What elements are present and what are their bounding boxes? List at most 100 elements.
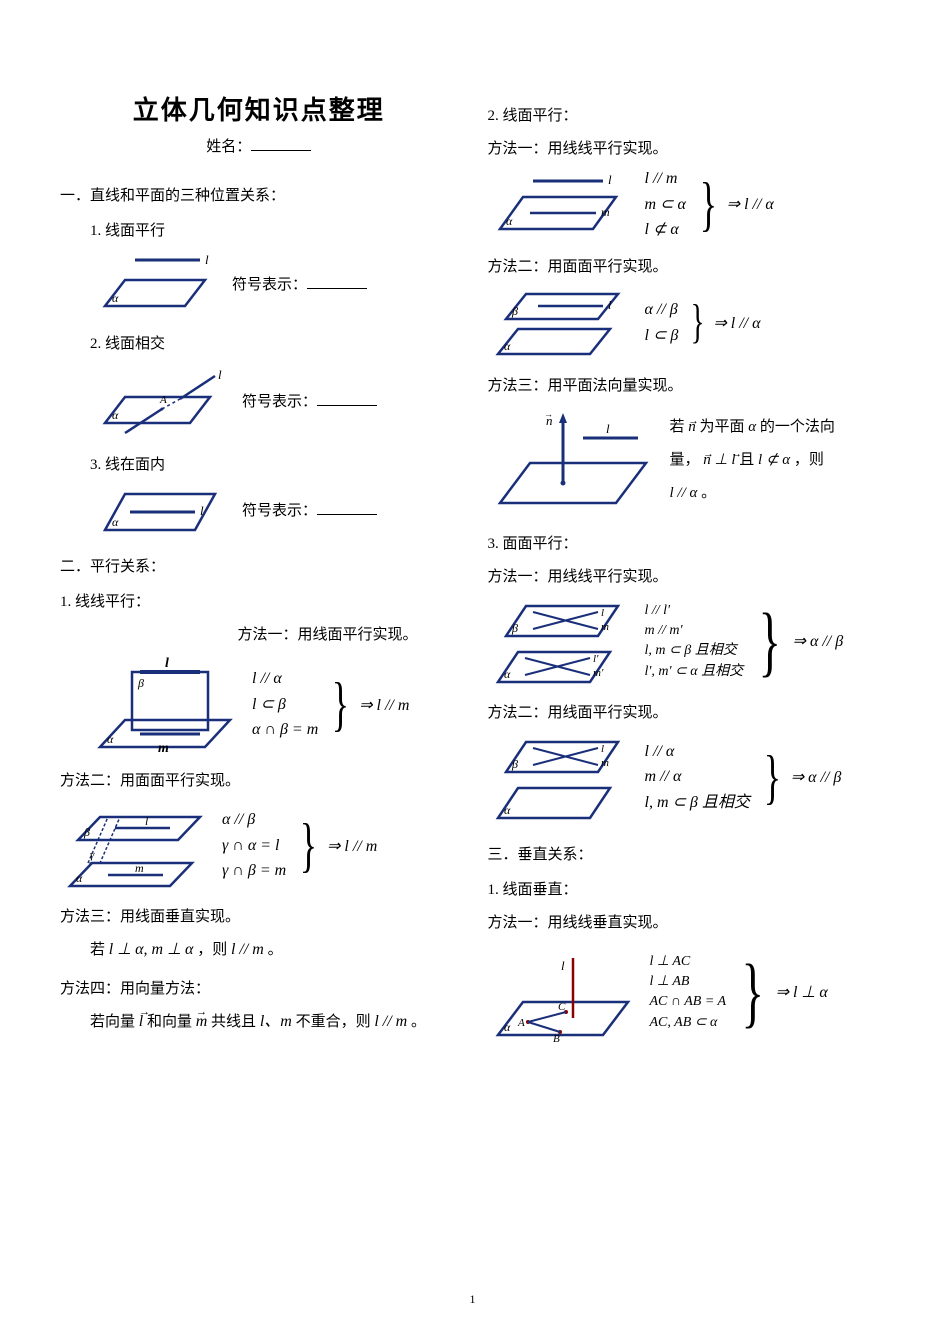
label-l: l bbox=[205, 252, 209, 267]
sub-2-2: 2. 线面平行： bbox=[488, 104, 886, 125]
result-rm2: ⇒ l // α bbox=[713, 313, 760, 333]
lbl-alpha-211: α bbox=[107, 732, 114, 746]
diagram-p3m1: β l m α l' m' bbox=[488, 594, 633, 689]
formula-p3m1: l // l' m // m' l, m ⊂ β 且相交 l', m' ⊂ α … bbox=[645, 601, 844, 682]
m4-mid2: 共线且 bbox=[211, 1014, 256, 1030]
fv1m1-0: l ⊥ AC bbox=[650, 952, 727, 972]
fp3m2-0: l // α bbox=[645, 739, 750, 765]
v1m1-row: α l A B C l ⊥ AC l ⊥ AB AC ∩ bbox=[488, 940, 886, 1045]
method-2-1-2-row: α β γ l m α // β γ ∩ α = l γ ∩ β = m bbox=[60, 798, 458, 893]
sub-3-1: 1. 线面垂直： bbox=[488, 878, 886, 899]
lbl-beta-212: β bbox=[83, 825, 90, 839]
name-label-text: 姓名： bbox=[206, 139, 251, 155]
lbl-alpha-212: α bbox=[76, 871, 83, 885]
lbl-B-v1m1: B bbox=[553, 1033, 560, 1045]
rm3-l3: l // α bbox=[670, 485, 698, 501]
label-alpha-2: α bbox=[112, 408, 119, 422]
two-column-layout: 立体几何知识点整理 姓名： 一．直线和平面的三种位置关系： 1. 线面平行 l … bbox=[60, 90, 885, 1053]
lbl-beta-p3m1: β bbox=[511, 621, 518, 635]
result-p3m1: ⇒ α // β bbox=[793, 631, 844, 651]
label-l-3: l bbox=[200, 503, 204, 518]
r-m2-row: β l α α // β l ⊂ β } ⇒ l // α bbox=[488, 284, 886, 362]
method-2-1-2-label: 方法二：用面面平行实现。 bbox=[60, 769, 458, 790]
frm2-1: l ⊂ β bbox=[645, 323, 679, 349]
method-2-1-3-text: 若 l ⊥ α, m ⊥ α ，则 l // m 。 bbox=[90, 936, 458, 965]
symbol-text-1: 符号表示： bbox=[232, 277, 307, 293]
flines-rm2: α // β l ⊂ β bbox=[645, 297, 679, 348]
method-2-1-4-text: 若向量 l 和向量 m 共线且 l、m 不重合，则 l // m 。 bbox=[90, 1008, 458, 1037]
v1m1-label: 方法一：用线线垂直实现。 bbox=[488, 911, 886, 932]
result-rm1: ⇒ l // α bbox=[727, 194, 774, 214]
lbl-A-v1m1: A bbox=[517, 1017, 525, 1029]
lbl-l-p3m2: l bbox=[601, 743, 604, 755]
f211-2: α ∩ β = m bbox=[252, 717, 318, 743]
lbl-l-rm3: l bbox=[606, 421, 610, 436]
formula-v1m1: l ⊥ AC l ⊥ AB AC ∩ AB = A AC, AB ⊂ α } ⇒… bbox=[650, 952, 828, 1033]
diagram-p3m2: β l m α bbox=[488, 730, 633, 825]
lbl-alpha-v1m1: α bbox=[504, 1020, 511, 1034]
diagram-row-1-3: α l 符号表示： bbox=[90, 482, 458, 537]
right-column: 2. 线面平行： 方法一：用线线平行实现。 l α m l // m m ⊂ α… bbox=[488, 90, 886, 1053]
fv1m1-2: AC ∩ AB = A bbox=[650, 992, 727, 1012]
fv1m1-1: l ⊥ AB bbox=[650, 972, 727, 992]
m4-l: l bbox=[139, 1013, 143, 1030]
m4-pre: 若向量 bbox=[90, 1014, 135, 1030]
flines-p3m2: l // α m // α l, m ⊂ β 且相交 bbox=[645, 739, 750, 816]
flines-rm1: l // m m ⊂ α l ⊄ α bbox=[645, 166, 686, 243]
label-l-2: l bbox=[218, 367, 222, 382]
symbol-blank-1 bbox=[307, 274, 367, 289]
page-title: 立体几何知识点整理 bbox=[60, 90, 458, 127]
lbl-m-p3m2: m bbox=[601, 757, 609, 769]
label-alpha: α bbox=[112, 291, 119, 305]
left-column: 立体几何知识点整理 姓名： 一．直线和平面的三种位置关系： 1. 线面平行 l … bbox=[60, 90, 458, 1053]
rm3-line3: l // α 。 bbox=[670, 477, 835, 510]
lbl-alpha-rm2: α bbox=[504, 339, 511, 353]
page: 立体几何知识点整理 姓名： 一．直线和平面的三种位置关系： 1. 线面平行 l … bbox=[0, 0, 945, 1337]
symbol-text-2: 符号表示： bbox=[242, 394, 317, 410]
symbol-rep-3: 符号表示： bbox=[242, 499, 377, 520]
m4-cond: l、m bbox=[260, 1013, 292, 1030]
rm3-line2: 量， n ⊥ l 且 l ⊄ α ，则 bbox=[670, 444, 835, 477]
item-1-1: 1. 线面平行 bbox=[90, 219, 458, 240]
fp3m1-0: l // l' bbox=[645, 601, 744, 621]
lbl-m-p3m1: m bbox=[601, 621, 609, 633]
rm3-l1-end: 的一个法向 bbox=[760, 419, 835, 435]
rm3-line1: 若 n 为平面 α 的一个法向 bbox=[670, 411, 835, 444]
f212-2: γ ∩ β = m bbox=[222, 858, 286, 884]
diagram-line-plane-intersect: α l A bbox=[90, 361, 230, 439]
brace-v1m1: } bbox=[742, 959, 764, 1025]
lbl-beta-211: β bbox=[137, 676, 144, 690]
lbl-alpha-p3m2: α bbox=[504, 803, 511, 817]
diagram-2-1-1: α β l m bbox=[90, 652, 240, 757]
fp3m1-2: l, m ⊂ β 且相交 bbox=[645, 641, 744, 661]
brace-rm1: } bbox=[700, 179, 717, 230]
lbl-mp-p3m1: m' bbox=[593, 667, 604, 679]
lbl-lp-p3m1: l' bbox=[593, 653, 599, 665]
m3-pre: 若 bbox=[90, 942, 105, 958]
flines-p3m1: l // l' m // m' l, m ⊂ β 且相交 l', m' ⊂ α … bbox=[645, 601, 744, 682]
sub-2-1: 1. 线线平行： bbox=[60, 590, 458, 611]
symbol-text-3: 符号表示： bbox=[242, 503, 317, 519]
frm1-2: l ⊄ α bbox=[645, 217, 686, 243]
lbl-n-arrow: → bbox=[544, 409, 553, 419]
m4-period: 。 bbox=[411, 1014, 426, 1030]
fp3m2-2: l, m ⊂ β 且相交 bbox=[645, 790, 750, 816]
m4-mid1: 和向量 bbox=[147, 1014, 192, 1030]
rm3-l1-mid: 为平面 bbox=[700, 419, 745, 435]
m3-period: 。 bbox=[268, 942, 283, 958]
lbl-l-rm1: l bbox=[608, 172, 612, 187]
fv1m1-3: AC, AB ⊂ α bbox=[650, 1013, 727, 1033]
section-3-title: 三．垂直关系： bbox=[488, 843, 886, 864]
lbl-m-rm1: m bbox=[601, 205, 610, 219]
rm3-l3-end: 。 bbox=[701, 485, 716, 501]
formula-r-m2: α // β l ⊂ β } ⇒ l // α bbox=[645, 297, 761, 348]
method-2-1-1-row: α β l m l // α l ⊂ β α ∩ β = m } ⇒ l // … bbox=[90, 652, 458, 757]
r-m1-label: 方法一：用线线平行实现。 bbox=[488, 137, 886, 158]
sub-2-3: 3. 面面平行： bbox=[488, 532, 886, 553]
item-1-3: 3. 线在面内 bbox=[90, 453, 458, 474]
formula-lines-211: l // α l ⊂ β α ∩ β = m bbox=[252, 666, 318, 743]
symbol-rep-1: 符号表示： bbox=[232, 273, 367, 294]
lbl-C-v1m1: C bbox=[558, 1001, 566, 1013]
diagram-v1m1: α l A B C bbox=[488, 940, 638, 1045]
result-211: ⇒ l // m bbox=[359, 695, 409, 715]
